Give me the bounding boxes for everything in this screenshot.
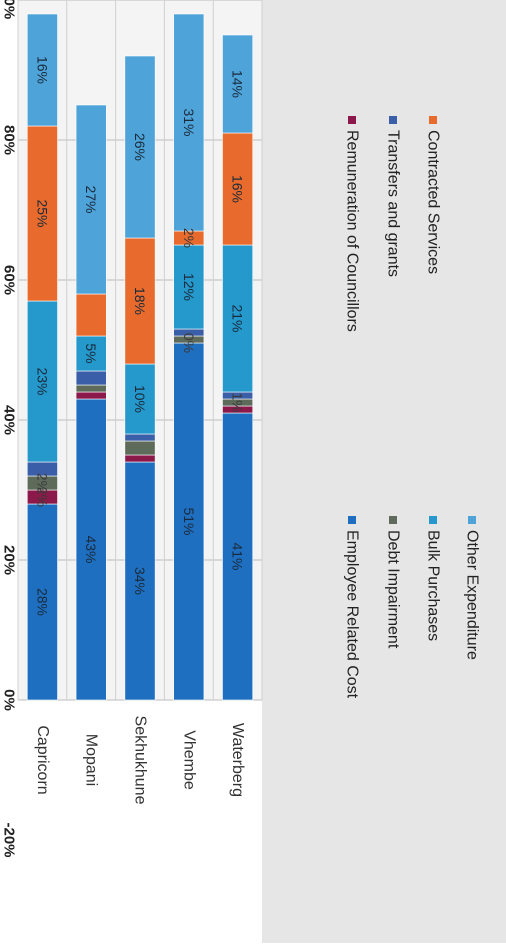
data-label: 28% bbox=[34, 588, 50, 616]
y-axis-ticks: 100% 80% 60% 40% 20% 0% -20% bbox=[1, 0, 18, 858]
data-label: 2% bbox=[181, 228, 197, 248]
data-label: 25% bbox=[34, 199, 50, 227]
data-label: 16% bbox=[230, 175, 246, 203]
bar-segment bbox=[125, 434, 155, 441]
legend-area bbox=[262, 0, 506, 943]
data-label: 21% bbox=[230, 304, 246, 332]
bar-segment bbox=[76, 385, 106, 392]
y-tick-label: 60% bbox=[1, 265, 18, 295]
data-label: 10% bbox=[132, 385, 148, 413]
bar-segment bbox=[76, 371, 106, 385]
y-tick-label: 80% bbox=[1, 125, 18, 155]
legend-label: Bulk Purchases bbox=[425, 530, 442, 641]
bar-segment bbox=[125, 441, 155, 455]
legend-swatch bbox=[389, 116, 397, 124]
legend-label: Transfers and grants bbox=[385, 130, 402, 277]
y-tick-label: 100% bbox=[1, 0, 18, 19]
data-label: 1% bbox=[230, 392, 246, 412]
legend-label: Other Expenditure bbox=[464, 530, 481, 660]
legend-label: Debt Impairment bbox=[385, 530, 402, 649]
y-tick-label: 40% bbox=[1, 405, 18, 435]
data-label: 43% bbox=[83, 535, 99, 563]
legend-swatch bbox=[348, 116, 356, 124]
legend-swatch bbox=[468, 516, 476, 524]
category-label: Vhembe bbox=[180, 730, 197, 790]
legend-swatch bbox=[429, 116, 437, 124]
category-label: Capricorn bbox=[34, 725, 51, 794]
legend-swatch bbox=[389, 516, 397, 524]
category-label: Sekhukhune bbox=[132, 716, 149, 805]
legend-label: Employee Related Cost bbox=[344, 530, 361, 699]
data-label: 31% bbox=[181, 108, 197, 136]
y-tick-label: -20% bbox=[1, 822, 18, 857]
data-label: 51% bbox=[181, 507, 197, 535]
bar-segment bbox=[76, 294, 106, 336]
data-label: 5% bbox=[83, 343, 99, 363]
data-label: 0% bbox=[181, 333, 197, 353]
data-label: 14% bbox=[230, 70, 246, 98]
bar-segment bbox=[76, 392, 106, 399]
category-label: Mopani bbox=[83, 734, 100, 786]
data-label: 12% bbox=[181, 273, 197, 301]
data-label: 41% bbox=[230, 542, 246, 570]
y-tick-label: 0% bbox=[1, 689, 18, 711]
data-label: 2% bbox=[34, 473, 50, 493]
data-label: 26% bbox=[132, 133, 148, 161]
category-label: Waterberg bbox=[229, 723, 246, 797]
legend-swatch bbox=[348, 516, 356, 524]
data-label: 23% bbox=[34, 367, 50, 395]
data-label: 18% bbox=[132, 287, 148, 315]
legend-swatch bbox=[429, 516, 437, 524]
y-tick-label: 20% bbox=[1, 545, 18, 575]
category-labels: Capricorn Mopani Sekhukhune Vhembe Waterberg bbox=[34, 716, 246, 805]
data-label: 27% bbox=[83, 185, 99, 213]
data-label: 34% bbox=[132, 567, 148, 595]
legend-label: Contracted Services bbox=[425, 130, 442, 274]
legend-label: Remuneration of Councillors bbox=[344, 130, 361, 332]
data-label: 16% bbox=[34, 56, 50, 84]
bar-segment bbox=[125, 455, 155, 462]
